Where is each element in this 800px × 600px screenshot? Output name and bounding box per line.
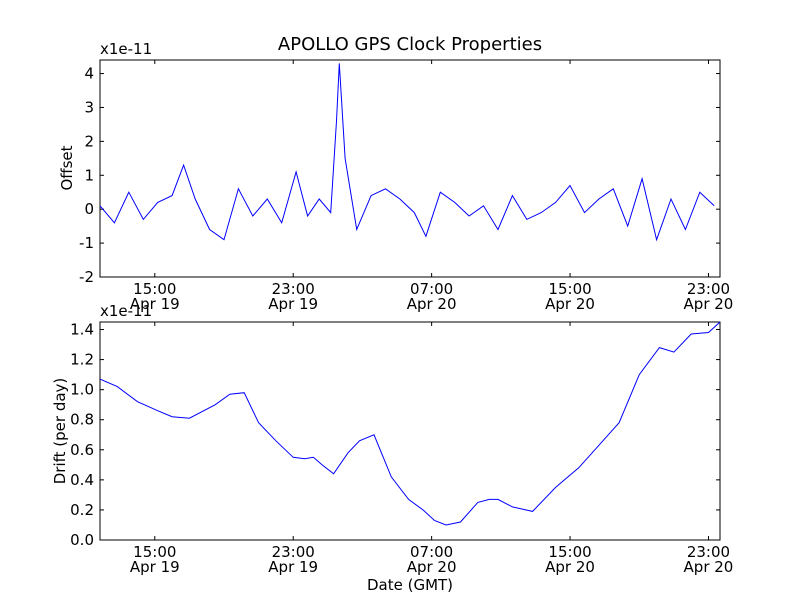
x-tick-label: Apr 19 xyxy=(130,558,180,576)
x-tick-label: Apr 20 xyxy=(545,558,595,576)
x-tick-label: 07:00 xyxy=(410,280,453,298)
x-tick-label: 15:00 xyxy=(548,543,591,561)
drift-y-ticks: 0.0 0.2 0.4 0.6 0.8 1.0 1.2 1.4 xyxy=(70,321,720,549)
offset-scale-label: x1e-11 xyxy=(100,40,152,58)
y-tick-label: 0.2 xyxy=(70,501,94,519)
y-tick-label: 0.6 xyxy=(70,441,94,459)
x-axis-label: Date (GMT) xyxy=(367,576,453,594)
y-tick-label: -2 xyxy=(79,268,94,286)
x-tick-label: Apr 20 xyxy=(684,295,734,313)
drift-y-axis-label: Drift (per day) xyxy=(51,378,69,485)
y-tick-label: -1 xyxy=(79,234,94,252)
drift-plot-area xyxy=(99,321,721,541)
offset-y-axis-label: Offset xyxy=(58,145,76,190)
x-tick-label: 23:00 xyxy=(687,543,730,561)
y-tick-label: 1.0 xyxy=(70,381,94,399)
y-tick-label: 0 xyxy=(84,200,94,218)
y-tick-label: 0.0 xyxy=(70,531,94,549)
x-tick-label: 23:00 xyxy=(687,280,730,298)
y-tick-label: 1.4 xyxy=(70,321,94,339)
x-tick-label: 15:00 xyxy=(548,280,591,298)
x-tick-label: Apr 20 xyxy=(545,295,595,313)
x-tick-label: 23:00 xyxy=(272,280,315,298)
offset-plot-area xyxy=(99,59,721,278)
x-tick-label: Apr 20 xyxy=(407,295,457,313)
x-tick-label: 23:00 xyxy=(272,543,315,561)
y-tick-label: 1.2 xyxy=(70,351,94,369)
y-tick-label: 4 xyxy=(84,65,94,83)
offset-series-line xyxy=(99,63,715,242)
chart-title: APOLLO GPS Clock Properties xyxy=(278,34,542,55)
drift-scale-label: x1e-11 xyxy=(100,302,152,320)
x-tick-label: Apr 19 xyxy=(268,558,318,576)
y-tick-label: 3 xyxy=(84,98,94,116)
y-tick-label: 1 xyxy=(84,166,94,184)
x-tick-label: Apr 20 xyxy=(684,558,734,576)
offset-y-ticks: -2 -1 0 1 2 3 4 xyxy=(79,65,720,286)
x-tick-label: Apr 19 xyxy=(130,295,180,313)
x-tick-label: 15:00 xyxy=(133,280,176,298)
x-tick-label: Apr 19 xyxy=(268,295,318,313)
x-tick-label: 15:00 xyxy=(133,543,176,561)
drift-series-line xyxy=(99,321,721,526)
y-tick-label: 2 xyxy=(84,132,94,150)
y-tick-label: 0.8 xyxy=(70,411,94,429)
x-tick-label: 07:00 xyxy=(410,543,453,561)
y-tick-label: 0.4 xyxy=(70,471,94,489)
x-tick-label: Apr 20 xyxy=(407,558,457,576)
